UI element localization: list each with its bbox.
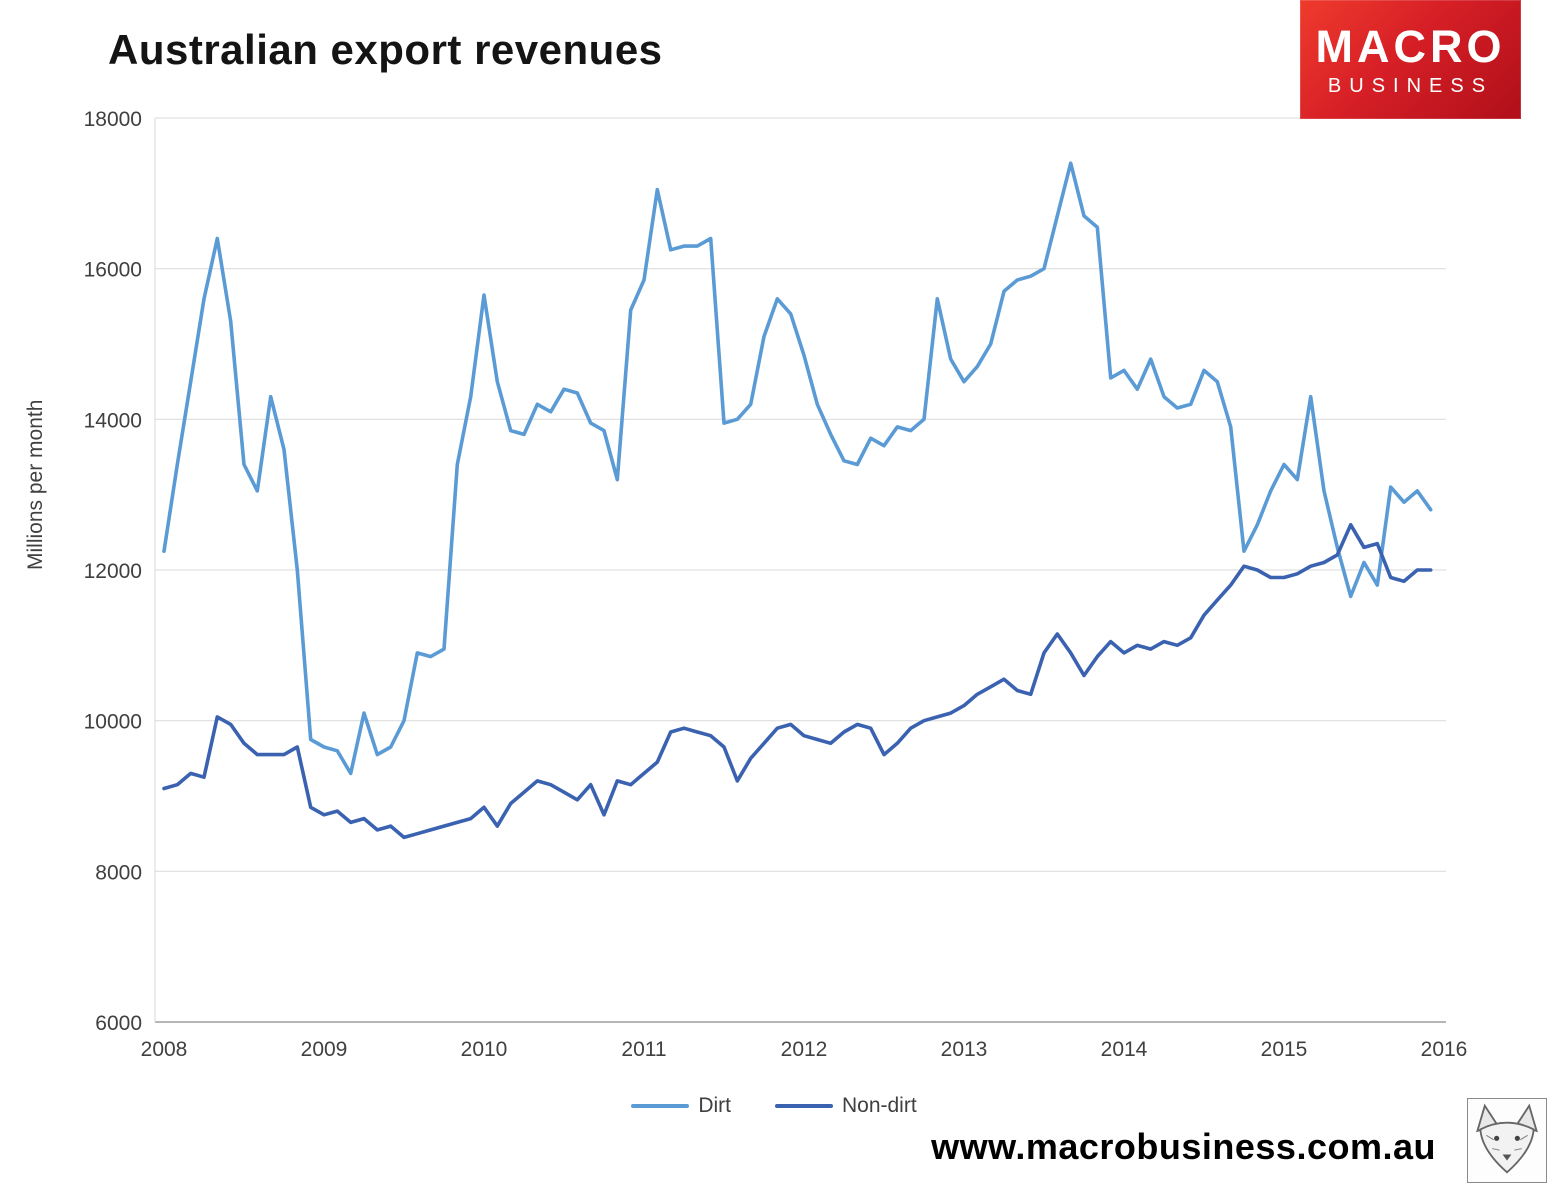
x-tick-label: 2013 [941, 1038, 988, 1061]
x-tick-label: 2010 [461, 1038, 508, 1061]
page-title: Australian export revenues [108, 26, 663, 73]
x-tick-label: 2009 [301, 1038, 348, 1061]
y-tick-label: 12000 [84, 560, 142, 583]
y-tick-label: 6000 [95, 1012, 142, 1035]
macrobusiness-logo: MACRO BUSINESS [1300, 0, 1521, 119]
fox-icon [1476, 1103, 1538, 1174]
x-tick-label: 2008 [141, 1038, 188, 1061]
x-tick-label: 2014 [1101, 1038, 1148, 1061]
y-tick-label: 14000 [84, 409, 142, 432]
legend-label-non-dirt: Non-dirt [841, 1094, 917, 1117]
fox-logo [1467, 1098, 1547, 1183]
y-tick-label: 8000 [95, 861, 142, 884]
dirt-line-swatch [631, 1104, 690, 1108]
x-tick-label: 2011 [621, 1038, 666, 1061]
series-line-non-dirt [162, 522, 1433, 840]
legend-item-non-dirt: Non-dirt [774, 1094, 917, 1118]
logo-text-business: BUSINESS [1327, 74, 1494, 97]
non-dirt-line-swatch [774, 1104, 833, 1108]
y-tick-label: 18000 [84, 108, 142, 131]
x-tick-label: 2012 [781, 1038, 828, 1061]
legend-item-dirt: Dirt [631, 1094, 731, 1118]
legend-label-dirt: Dirt [698, 1094, 731, 1117]
x-tick-label: 2016 [1421, 1038, 1468, 1061]
logo-text-macro: MACRO [1315, 20, 1506, 72]
legend: Dirt Non-dirt [0, 1094, 1548, 1118]
site-url: www.macrobusiness.com.au [931, 1126, 1436, 1167]
y-tick-label: 16000 [84, 259, 142, 282]
x-tick-label: 2015 [1261, 1038, 1308, 1061]
series-line-dirt [162, 161, 1433, 776]
y-tick-label: 10000 [84, 711, 142, 734]
y-axis-title: Millions per month [24, 399, 47, 570]
